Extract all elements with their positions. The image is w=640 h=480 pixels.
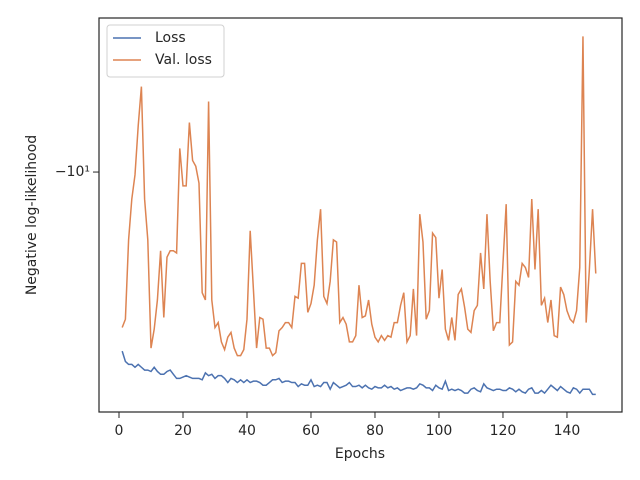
x-tick-label: 20	[174, 423, 192, 439]
line-series	[121, 36, 597, 357]
x-axis-label: Epochs	[335, 446, 385, 462]
x-tick-label: 120	[490, 423, 517, 439]
x-tick-label: 60	[302, 423, 320, 439]
legend-label: Val. loss	[155, 52, 212, 68]
x-tick-label: 100	[426, 423, 453, 439]
y-axis-label: Negative log-likelihood	[24, 135, 40, 295]
x-tick-label: 0	[115, 423, 124, 439]
plot-frame	[98, 17, 623, 413]
x-tick-label: 140	[554, 423, 581, 439]
line-series	[121, 350, 596, 396]
x-tick-label: 40	[238, 423, 256, 439]
plot-area	[121, 36, 597, 396]
legend-label: Loss	[155, 30, 186, 46]
x-tick-label: 80	[366, 423, 384, 439]
y-tick-label: −10¹	[55, 164, 90, 180]
